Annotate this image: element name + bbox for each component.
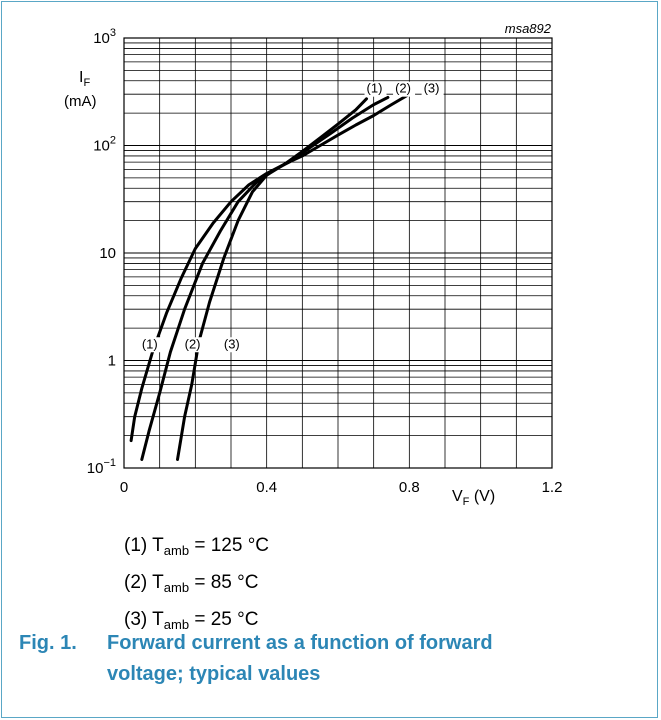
legend-item-1-sub: amb — [163, 543, 190, 558]
x-tick-label: 1.2 — [542, 479, 563, 496]
series-label-1-bottom: (1) — [142, 336, 158, 351]
legend: (1) Tamb = 125 °C (2) Tamb = 85 °C (3) T… — [124, 532, 269, 643]
legend-item-2: (2) Tamb = 85 °C — [124, 569, 269, 606]
x-tick-label: 0 — [120, 479, 128, 496]
series-label-bg — [221, 337, 244, 353]
series-label-bg — [182, 337, 205, 353]
forward-current-chart: (1)(1)(2)(2)(3)(3)0 0.4 0.8 1.210310210110−… — [64, 21, 562, 508]
series-label-bg — [364, 81, 387, 97]
y-axis-label: IF — [79, 69, 90, 89]
plot-border — [123, 37, 553, 469]
x-tick-label: 0.8 — [399, 479, 420, 496]
series-label-2-top: (2) — [395, 81, 411, 96]
legend-item-3-prefix: (3) T — [124, 609, 164, 630]
series-label-2-bottom: (2) — [185, 336, 201, 351]
y-tick-label: 102 — [93, 135, 116, 155]
y-tick-label: 10 — [99, 245, 116, 262]
x-tick-label: 0.4 — [256, 479, 277, 496]
series-label-bg — [139, 337, 162, 353]
legend-item-2-suffix: = 85 °C — [189, 572, 259, 593]
figure-title: Forward current as a function of forward… — [107, 632, 493, 685]
legend-item-2-sub: amb — [163, 580, 190, 595]
series-label-3-top: (3) — [424, 81, 440, 96]
series-label-1-top: (1) — [367, 81, 383, 96]
series-label-bg — [421, 81, 444, 97]
legend-item-2-prefix: (2) T — [124, 572, 164, 593]
figure-caption: Fig. 1. Forward current as a function of… — [19, 628, 537, 690]
series-label-bg — [393, 81, 416, 97]
y-tick-label: 10−1 — [87, 457, 116, 477]
curves — [129, 92, 411, 461]
figure-id-label: msa892 — [505, 21, 552, 36]
series-label-3-bottom: (3) — [224, 336, 240, 351]
legend-item-3-sub: amb — [163, 617, 190, 632]
legend-item-3: (3) Tamb = 25 °C — [124, 606, 269, 643]
series-line-2 — [140, 95, 390, 461]
legend-item-1-suffix: = 125 °C — [189, 535, 270, 556]
y-axis-unit: (mA) — [64, 93, 97, 110]
legend-item-1: (1) Tamb = 125 °C — [124, 532, 269, 569]
figure-number: Fig. 1. — [19, 632, 77, 654]
labels: (1)(1)(2)(2)(3)(3)0 0.4 0.8 1.210310210110−… — [64, 21, 562, 508]
y-tick-label: 1 — [108, 353, 116, 370]
grid-major — [123, 37, 553, 469]
legend-item-3-suffix: = 25 °C — [189, 609, 259, 630]
legend-item-1-prefix: (1) T — [124, 535, 164, 556]
series-line-1 — [129, 97, 368, 443]
y-tick-label: 103 — [93, 27, 116, 47]
series-line-3 — [176, 92, 411, 461]
x-axis-label: VF (V) — [452, 488, 495, 508]
